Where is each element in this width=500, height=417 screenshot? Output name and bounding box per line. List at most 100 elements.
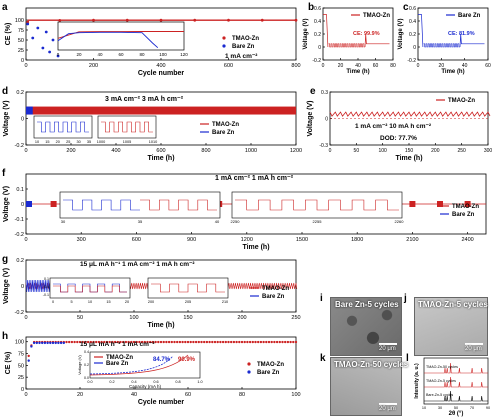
chart-c-xtick-label-3: 60 xyxy=(485,63,491,69)
chart-h-tmao-point-50 xyxy=(159,340,163,344)
chart-g-legend-bare-label: Bare Zn xyxy=(262,294,285,300)
chart-f-bare-marker xyxy=(26,201,32,207)
chart-h-bare-point-14 xyxy=(62,341,65,345)
chart-g-inset-1-xtick-2: 210 xyxy=(222,300,228,304)
chart-h-tmao-point-45 xyxy=(146,340,149,344)
chart-h-tmao-point-77 xyxy=(232,340,236,344)
chart-a-bare-point-6 xyxy=(51,38,55,42)
chart-f-ytick-label-1: -0.1 xyxy=(15,217,24,223)
chart-e-curve xyxy=(329,111,491,117)
chart-f-inset-1-xtick-1: 2255 xyxy=(313,219,323,224)
chart-c-ytick-label-0: -0.2 xyxy=(407,58,416,64)
sem-label-j: TMAO-Zn-5 cycles xyxy=(418,300,488,309)
chart-d-xlabel: Time (h) xyxy=(147,155,174,162)
chart-c-curve-cycles xyxy=(423,43,460,48)
panel-label-h: h xyxy=(2,331,8,342)
chart-g-ytick-label-0: -0.2 xyxy=(15,310,24,316)
chart-f-ytick-label-2: 0 xyxy=(21,202,24,208)
chart-h-tmao-point-33 xyxy=(113,340,117,344)
chart-h-inset-tmao-curve xyxy=(89,354,189,376)
chart-f-tmao-marker-1 xyxy=(50,201,57,207)
chart-h-tmao-point-56 xyxy=(176,340,179,344)
chart-d-inset-0-xtick-4: 30 xyxy=(76,140,80,144)
chart-a-xtick-label-4: 800 xyxy=(291,63,300,69)
chart-b-ytick-label-0: -0.2 xyxy=(312,58,321,64)
chart-e-xtick-label-6: 300 xyxy=(484,148,493,154)
chart-d-inset-0-xtick-2: 20 xyxy=(56,140,60,144)
chart-h-tmao-point-75 xyxy=(227,340,230,344)
chart-c-xlabel: Time (h) xyxy=(441,69,464,75)
chart-f-ytick-label-3: 0.1 xyxy=(16,187,24,193)
chart-f-legend-bare-label: Bare Zn xyxy=(452,212,475,218)
panel-label-a: a xyxy=(2,2,8,13)
chart-d-inset-0-xtick-3: 25 xyxy=(66,140,70,144)
chart-b-curve-cycles xyxy=(328,43,365,48)
chart-d-xtick-label-3: 600 xyxy=(156,148,165,154)
chart-a-xtick-label-3: 600 xyxy=(224,63,233,69)
sem-image-tmao-zn-50: TMAO-Zn-50 cycles 20 μm xyxy=(330,357,408,416)
chart-l-xtick-label-6: 70 xyxy=(470,406,474,410)
chart-h-tmao-point-80 xyxy=(240,340,244,344)
chart-h-ytick-label-2: 50 xyxy=(18,363,24,369)
chart-g-ytick-label-1: 0 xyxy=(21,284,24,290)
chart-f-inset-0-bare-curve xyxy=(63,199,140,211)
chart-h-tmao-point-51 xyxy=(162,340,165,344)
chart-a-legend-bare-label: Bare Zn xyxy=(232,44,255,50)
chart-a-ytick-label-1: 25 xyxy=(18,48,24,54)
panel-label-j: j xyxy=(403,293,407,304)
chart-h-bare-point-11 xyxy=(54,341,57,345)
chart-a-bare-point-1 xyxy=(31,36,35,40)
chart-d-inset-0-xtick-0: 10 xyxy=(35,140,39,144)
chart-h-tmao-point-69 xyxy=(211,340,214,344)
chart-h-inset-xtick-4: 0.8 xyxy=(175,380,180,384)
chart-h-bare-point-6 xyxy=(41,341,44,345)
chart-h-tmao-point-98 xyxy=(289,340,292,344)
chart-a-inset-xtick-3: 60 xyxy=(118,52,124,57)
chart-f-xtick-label-3: 900 xyxy=(187,237,196,243)
chart-h-tmao-point-66 xyxy=(203,340,206,344)
chart-h-tmao-point-70 xyxy=(213,340,217,344)
chart-g-inset-0-xtick-2: 10 xyxy=(88,300,92,304)
chart-d-tmao-band xyxy=(26,106,296,115)
chart-b-ytick-label-4: 0.6 xyxy=(314,6,321,12)
chart-h-tmao-point-28 xyxy=(100,340,103,344)
chart-d-xtick-label-6: 1200 xyxy=(290,148,302,154)
chart-f-xlabel: Time (h) xyxy=(242,244,269,251)
chart-h-tmao-point-100 xyxy=(294,340,298,344)
chart-h-tmao-point-59 xyxy=(184,340,187,344)
chart-d-xtick-label-1: 200 xyxy=(66,148,75,154)
chart-l-xtick-label-8: 90 xyxy=(486,406,490,410)
panel-label-g: g xyxy=(2,254,8,265)
chart-h-tmao-point-20 xyxy=(78,340,82,344)
chart-h-bare-point-13 xyxy=(59,341,63,345)
chart-a-bare-point-2 xyxy=(36,26,40,30)
chart-a-inset-bare-line xyxy=(57,31,159,49)
chart-h-tmao-point-16 xyxy=(68,340,71,344)
chart-h-tmao-point-25 xyxy=(92,340,95,344)
panel-label-i: i xyxy=(320,293,323,304)
chart-c-ytick-label-1: 0 xyxy=(413,45,416,51)
chart-h-tmao-point-21 xyxy=(81,340,84,344)
chart-g-legend-tmao-label: TMAO-Zn xyxy=(262,286,289,292)
sem-label-i: Bare Zn-5 cycles xyxy=(335,300,399,309)
panel-label-b: b xyxy=(308,2,314,13)
scale-bar-j: 20 μm xyxy=(465,343,483,352)
chart-l-pattern-1 xyxy=(424,376,488,388)
chart-b-xtick-label-0: 0 xyxy=(322,63,325,69)
chart-a-inset-xtick-4: 80 xyxy=(139,52,145,57)
chart-c-xtick-label-0: 0 xyxy=(417,63,420,69)
chart-b-xtick-label-1: 20 xyxy=(338,63,344,69)
chart-l-xlabel: 2θ (°) xyxy=(449,411,464,417)
chart-a-xtick-label-2: 400 xyxy=(156,63,165,69)
chart-h-tmao-point-99 xyxy=(292,340,295,344)
chart-h-bare-point-8 xyxy=(46,341,49,345)
chart-g-inset-0-xtick-3: 15 xyxy=(106,300,110,304)
chart-h-tmao-point-54 xyxy=(170,340,173,344)
chart-b-xtick-label-4: 80 xyxy=(390,63,396,69)
chart-h-tmao-point-39 xyxy=(130,340,133,344)
chart-a-ylabel: CE (%) xyxy=(5,23,12,46)
chart-c-xtick-label-2: 40 xyxy=(462,63,468,69)
chart-a-legend-tmao-label: TMAO-Zn xyxy=(232,36,259,42)
chart-d-inset-1-xtick-0: 1000 xyxy=(97,140,105,144)
chart-d-annotation: 3 mA cm⁻² 3 mA h cm⁻² xyxy=(105,96,184,103)
